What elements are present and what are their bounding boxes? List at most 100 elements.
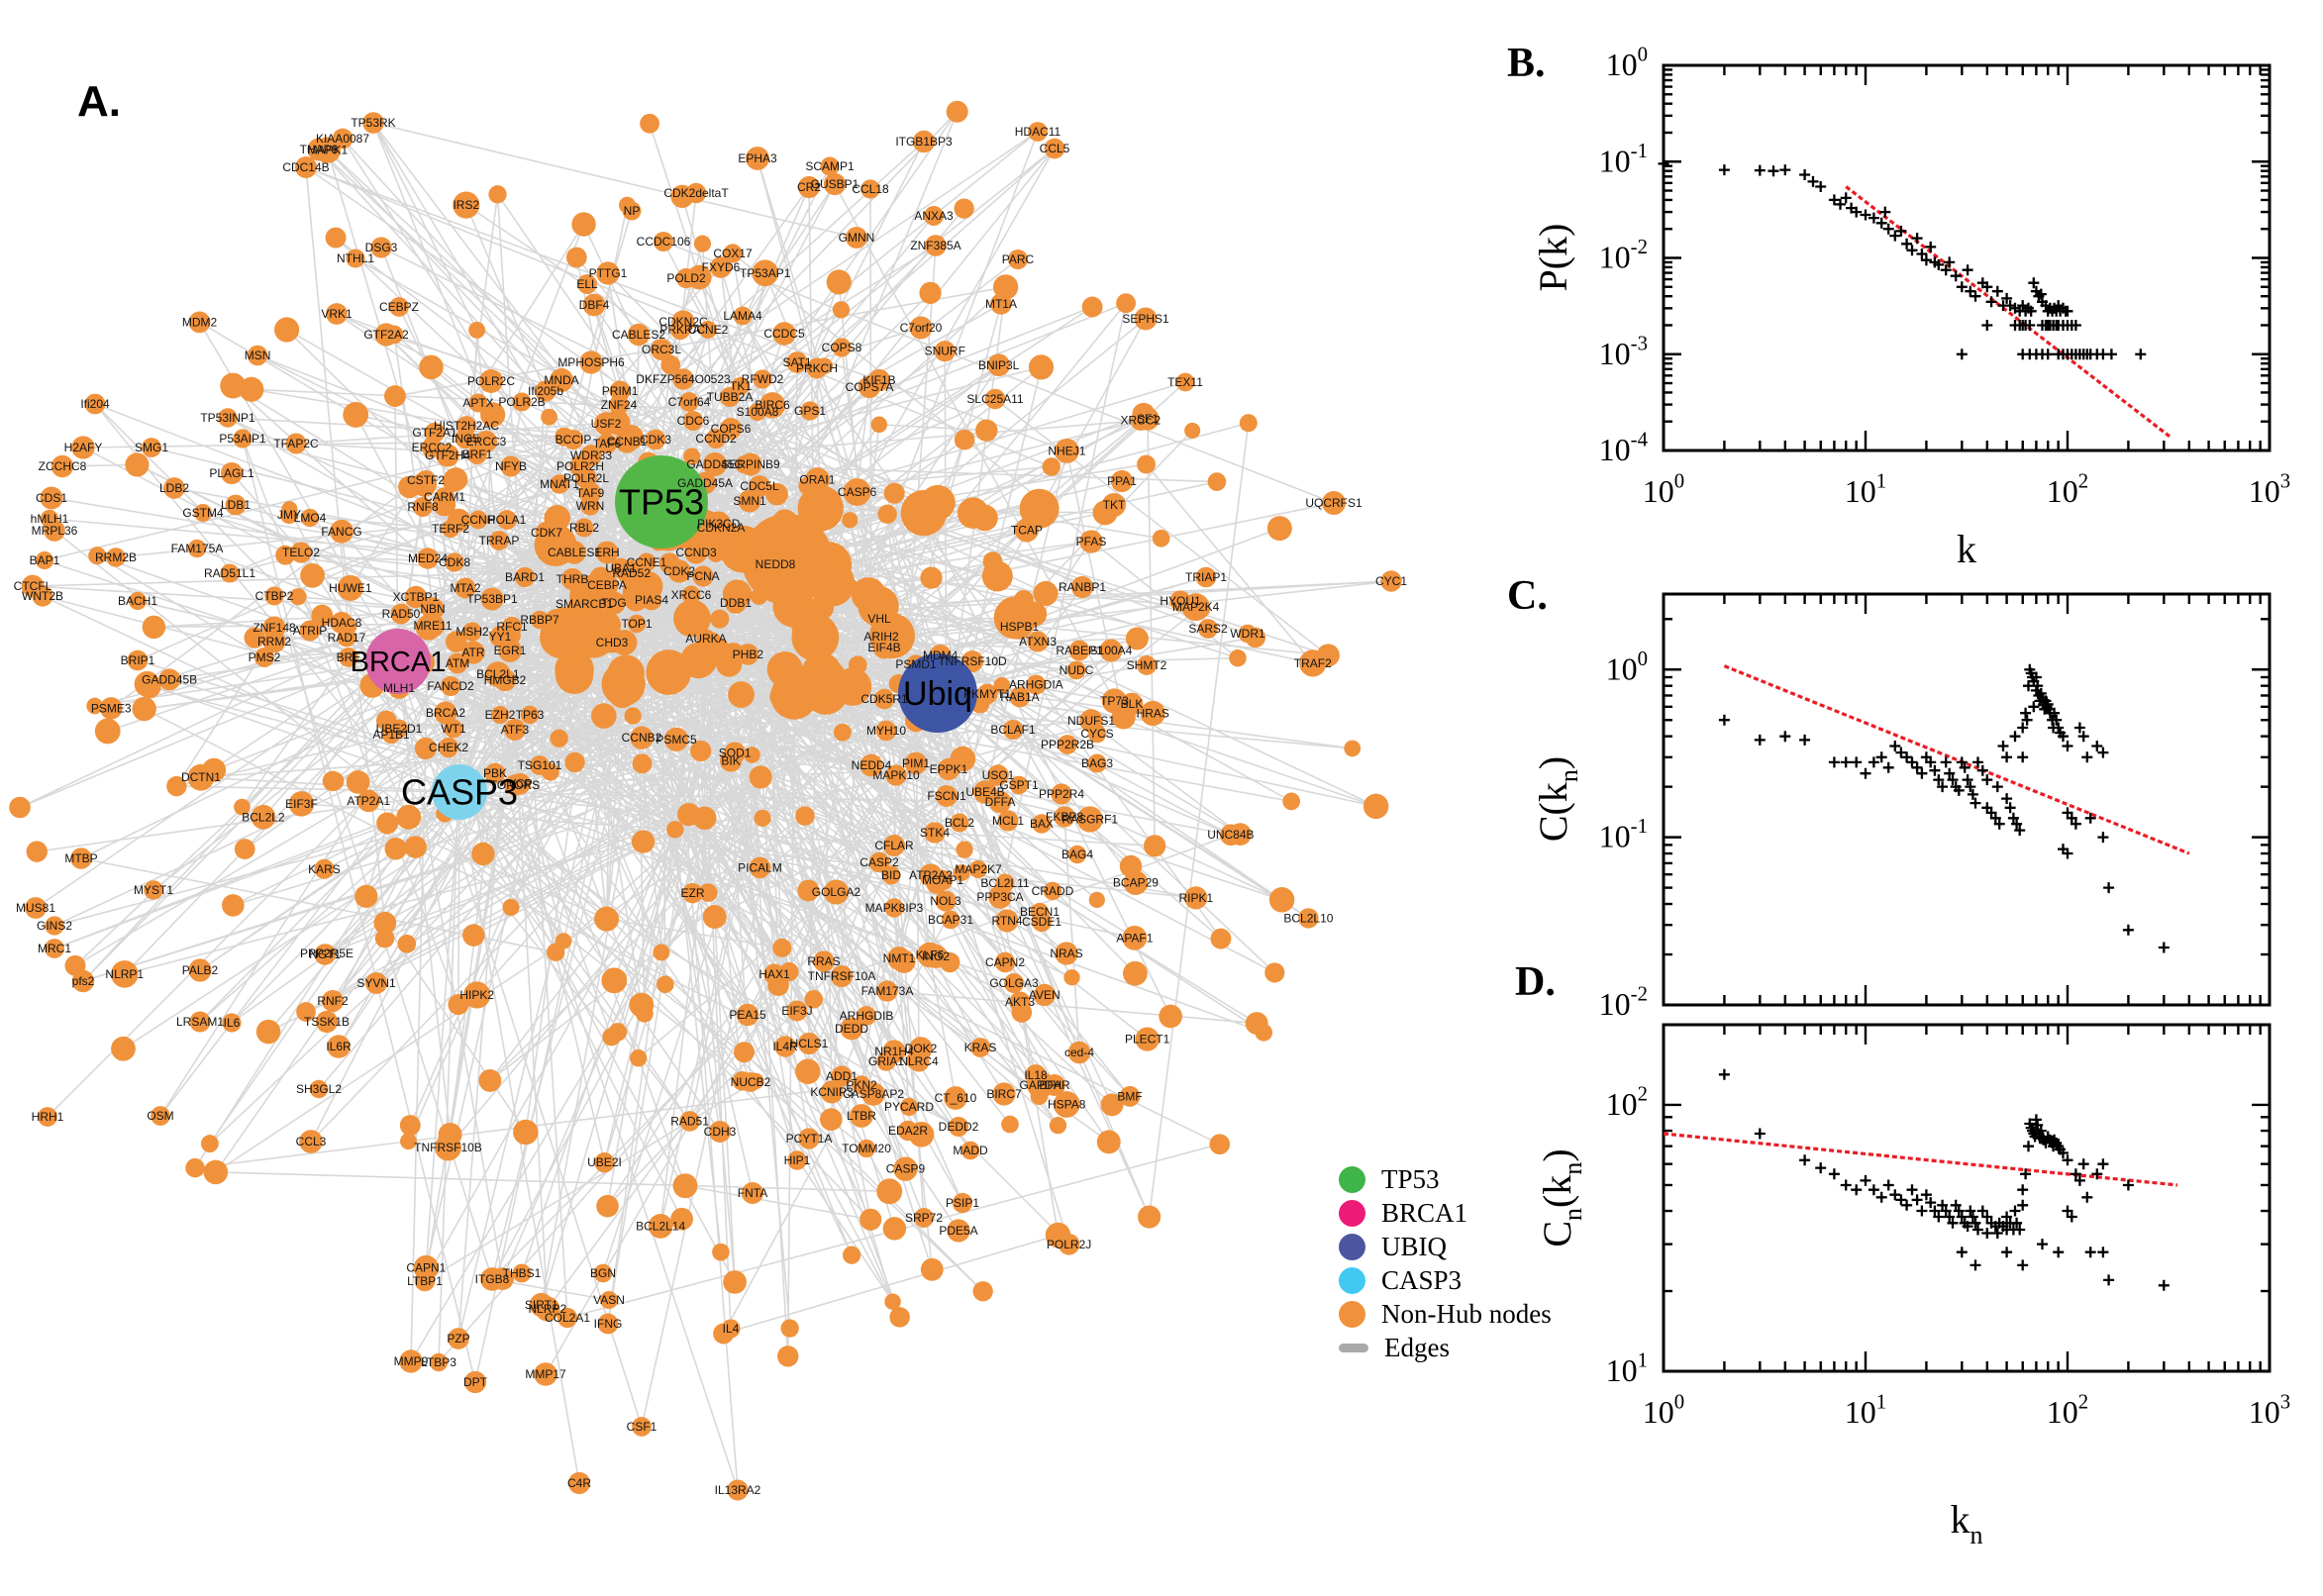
- network-node: [376, 812, 399, 835]
- network-node: [322, 770, 344, 792]
- network-node: [577, 274, 597, 294]
- node-label: MRPL36: [32, 524, 78, 538]
- network-node: [314, 858, 335, 879]
- network-node: [1001, 1115, 1019, 1134]
- network-node: [1140, 700, 1165, 727]
- node-label: TP53AP1: [740, 266, 791, 280]
- network-node: [618, 196, 636, 214]
- network-node: [797, 1032, 821, 1055]
- network-node: [765, 482, 788, 506]
- node-label: TRIAP1: [1185, 570, 1227, 584]
- network-node: [682, 410, 704, 432]
- network-node: [340, 618, 357, 636]
- node-label: ANXA3: [914, 209, 954, 223]
- network-node: [724, 742, 747, 764]
- network-node: [539, 615, 583, 659]
- node-label: IL4R: [772, 1040, 798, 1053]
- node-label: COPS6: [711, 422, 752, 436]
- network-node: [1003, 972, 1025, 994]
- node-label: GRIA1: [868, 1054, 904, 1068]
- node-label: CR2: [797, 180, 821, 194]
- network-node: [632, 1417, 652, 1437]
- network-node: [1184, 422, 1201, 439]
- node-label: ARHGDIB: [840, 1009, 894, 1023]
- node-label: PBK: [483, 766, 507, 780]
- node-label: BID: [881, 868, 901, 882]
- network-node: [436, 444, 459, 467]
- node-label: SAT1: [782, 355, 811, 369]
- hub-label-tp53: TP53: [619, 482, 704, 523]
- network-node: [1239, 414, 1258, 433]
- network-node: [772, 322, 796, 346]
- node-label: TELO2: [282, 546, 320, 559]
- node-label: TRAF2: [1294, 656, 1332, 670]
- network-node: [445, 631, 467, 652]
- node-label: ERCC3: [466, 435, 507, 449]
- network-node: [400, 1133, 417, 1150]
- node-label: GOLGA2: [812, 885, 861, 899]
- node-label: CCDC5: [763, 327, 805, 341]
- network-node: [384, 838, 407, 860]
- node-label: RBBP7: [520, 613, 559, 627]
- network-node: [512, 392, 532, 412]
- network-node: [646, 649, 692, 695]
- network-node: [712, 1243, 730, 1261]
- node-label: UBE4B: [965, 785, 1004, 799]
- y-axis-title: C(kn): [1531, 756, 1583, 842]
- network-node: [325, 227, 347, 249]
- node-label: CDH3: [704, 1125, 737, 1139]
- node-label: POLD2: [666, 271, 706, 285]
- node-label: TK1: [730, 379, 752, 393]
- network-node: [289, 588, 307, 606]
- network-node: [397, 934, 417, 953]
- network-node: [1007, 249, 1029, 270]
- node-label: COPS8: [822, 341, 862, 354]
- network-node: [670, 1207, 693, 1231]
- network-node: [541, 762, 559, 781]
- node-label: CDK3: [640, 433, 671, 447]
- network-node: [708, 1120, 732, 1144]
- node-label: CARM1: [424, 490, 465, 504]
- node-label: BAX: [1030, 817, 1054, 831]
- node-label: NTHL1: [337, 251, 374, 265]
- node-label: ADD1: [826, 1069, 858, 1083]
- network-node: [602, 1028, 621, 1047]
- network-node: [498, 639, 522, 662]
- node-label: NBN: [420, 602, 445, 616]
- network-node: [672, 1173, 698, 1199]
- network-node: [438, 1122, 462, 1147]
- node-label: FAM173A: [861, 984, 914, 998]
- node-label: ATRIP: [293, 624, 327, 638]
- network-node: [185, 1157, 205, 1178]
- network-node: [984, 388, 1006, 410]
- node-label: PIAS4: [635, 593, 668, 607]
- network-node: [723, 1270, 747, 1294]
- node-label: MUS81: [16, 901, 55, 915]
- network-node: [1316, 644, 1340, 667]
- node-label: PSIP1: [946, 1196, 979, 1210]
- node-label: NP: [624, 204, 641, 218]
- network-node: [1143, 835, 1166, 857]
- network-node: [832, 338, 852, 357]
- network-node: [1198, 619, 1218, 639]
- node-label: HDAC11: [1015, 125, 1061, 139]
- network-node: [188, 958, 212, 982]
- node-label: NHEJ1: [1048, 444, 1085, 457]
- network-node: [362, 112, 384, 134]
- network-node: [594, 1152, 615, 1173]
- node-label: CAPN2: [985, 955, 1025, 969]
- node-label: MED24: [408, 551, 448, 565]
- node-label: CCL18: [852, 182, 889, 196]
- node-label: NR1H4: [874, 1045, 914, 1058]
- network-node: [1079, 530, 1103, 553]
- node-label: SMARCB1: [556, 597, 613, 611]
- node-label: AKT3: [1005, 995, 1035, 1009]
- network-node: [591, 703, 617, 729]
- node-label: KLF6: [916, 948, 945, 961]
- network-node: [1116, 293, 1137, 314]
- node-label: SEPHS1: [1122, 312, 1169, 326]
- node-label: MDM2: [182, 315, 218, 329]
- network-node: [924, 206, 944, 226]
- network-node: [941, 910, 960, 930]
